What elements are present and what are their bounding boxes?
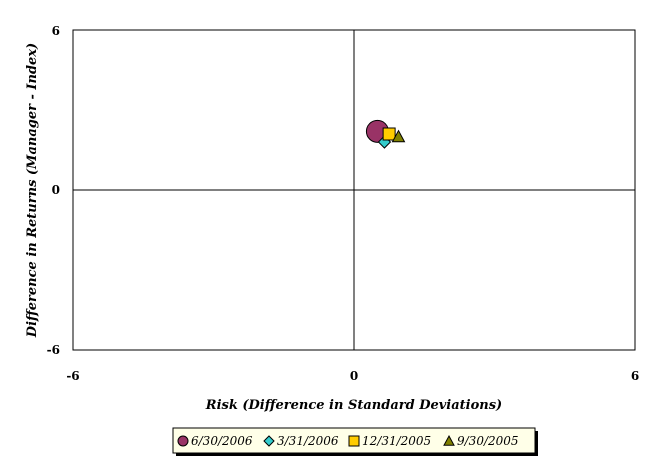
legend-marker: [177, 435, 189, 447]
legend-marker: [263, 435, 275, 447]
y-tick-label: -6: [47, 343, 60, 357]
legend: 6/30/2006 3/31/2006 12/31/2005 9/30/2005: [172, 427, 538, 456]
legend-label: 9/30/2005: [457, 434, 519, 448]
legend-label: 12/31/2005: [362, 434, 431, 448]
data-points: [365, 119, 406, 149]
y-tick-label: 6: [52, 24, 60, 38]
legend-label: 6/30/2006: [191, 434, 253, 448]
x-tick-label: 6: [631, 369, 639, 383]
y-axis-title: Difference in Returns (Manager - Index): [25, 43, 40, 338]
y-tick-label: 0: [52, 183, 60, 197]
legend-marker: [443, 434, 455, 446]
data-point: [391, 129, 406, 143]
data-point: [382, 127, 396, 141]
legend-label: 3/31/2006: [277, 434, 339, 448]
legend-marker: [348, 435, 360, 447]
x-tick-label: -6: [66, 369, 79, 383]
x-tick-label: 0: [350, 369, 358, 383]
x-axis-title: Risk (Difference in Standard Deviations): [205, 398, 502, 413]
